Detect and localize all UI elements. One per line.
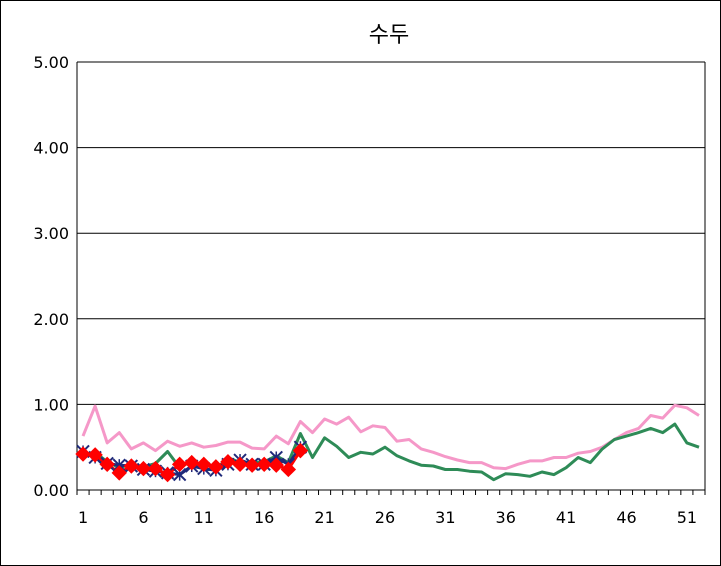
x-tick-label-1: 6 — [138, 508, 148, 527]
y-tick-label-4: 4.00 — [33, 139, 69, 158]
series-3-point-8 — [171, 456, 188, 473]
series-3-point-9 — [184, 454, 200, 471]
y-tick-label-5: 5.00 — [33, 53, 69, 72]
series-3-point-11 — [208, 459, 224, 475]
x-tick-label-7: 36 — [496, 508, 516, 527]
series-3-point-12 — [220, 454, 236, 470]
x-tick-label-2: 11 — [194, 508, 214, 527]
y-tick-label-3: 3.00 — [33, 224, 69, 243]
series-3-point-15 — [256, 456, 272, 473]
marker-layer — [75, 440, 309, 483]
series-3-point-3 — [111, 465, 127, 481]
series-3-point-10 — [196, 456, 212, 473]
series-3-point-2 — [99, 456, 115, 473]
x-tick-label-0: 1 — [78, 508, 88, 527]
series-3-point-4 — [123, 458, 140, 474]
y-tick-label-2: 2.00 — [33, 310, 69, 329]
grid-layer — [77, 61, 705, 491]
x-tick-label-8: 41 — [556, 508, 576, 527]
series-3-point-1 — [87, 447, 103, 463]
axis-layer: 0.001.002.003.004.005.001 6 11 16 21 26 31 36 41… — [33, 53, 706, 527]
x-tick-label-9: 46 — [616, 508, 636, 527]
series-layer — [81, 403, 700, 482]
series-3-point-14 — [244, 457, 260, 473]
series-3-point-5 — [135, 460, 152, 477]
series-3-point-16 — [268, 457, 284, 473]
series-3-point-18 — [292, 442, 309, 459]
series-line-0 — [81, 403, 700, 471]
y-tick-label-0: 0.00 — [33, 481, 69, 500]
series-3-point-17 — [280, 461, 297, 478]
x-tick-label-5: 26 — [375, 508, 395, 527]
series-3-point-13 — [232, 456, 248, 473]
chart-title: 수두 — [369, 23, 409, 48]
y-tick-label-1: 1.00 — [33, 395, 69, 414]
series-3-point-0 — [75, 446, 91, 462]
x-tick-label-4: 21 — [314, 508, 334, 527]
x-tick-label-10: 51 — [677, 508, 697, 527]
x-tick-label-6: 31 — [435, 508, 455, 527]
x-tick-label-3: 16 — [254, 508, 274, 527]
series-3-point-7 — [159, 466, 176, 483]
series-3-point-6 — [147, 460, 164, 477]
